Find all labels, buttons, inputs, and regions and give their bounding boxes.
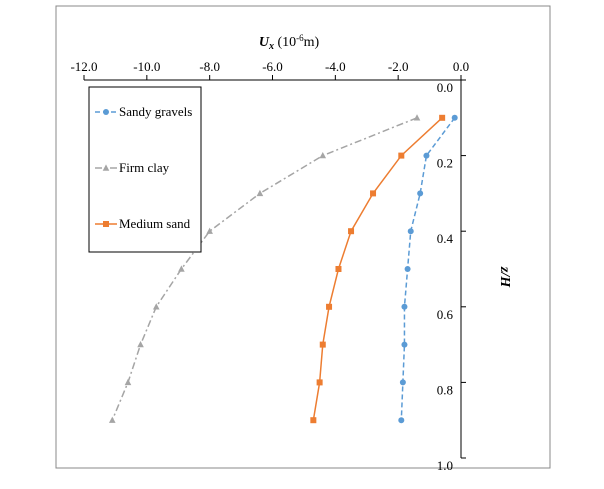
x-tick-label: -12.0: [70, 59, 97, 74]
data-point: [206, 227, 213, 234]
data-point: [401, 303, 408, 310]
data-point: [398, 152, 405, 159]
legend-swatch-marker: [103, 221, 109, 227]
x-axis-title-unit-end: m): [304, 35, 320, 50]
x-tick-label: -10.0: [133, 59, 160, 74]
data-point: [348, 228, 355, 235]
legend-label: Medium sand: [119, 216, 191, 231]
axes: -12.0 -10.0 -8.0 -6.0 -4.0 -2.0 0.00.0 0.2 0.4 0.…: [70, 59, 469, 473]
legend-swatch-marker: [103, 109, 109, 115]
data-point: [335, 266, 342, 272]
data-point: [370, 190, 377, 197]
y-tick-label: 1.0: [437, 458, 453, 473]
legend-swatch-marker: [102, 164, 110, 171]
x-axis-title-exponent: -6: [296, 33, 304, 43]
legend: Sandy gravels Firm clay Medium sand: [88, 86, 202, 253]
data-point: [256, 189, 264, 197]
data-point: [316, 379, 323, 386]
y-axis-title: z/H: [497, 266, 512, 288]
data-point: [319, 341, 326, 348]
data-point: [399, 379, 406, 386]
x-tick-label: 0.0: [453, 59, 469, 74]
x-axis-title-subscript: x: [268, 41, 274, 52]
series-sandy-gravels: [398, 114, 458, 424]
data-point: [108, 416, 116, 423]
series-line: [312, 117, 443, 421]
data-point: [439, 114, 446, 121]
data-point: [401, 341, 408, 348]
data-point: [178, 265, 185, 272]
data-point: [407, 228, 414, 235]
data-point: [152, 303, 160, 310]
data-point: [398, 417, 405, 424]
series-medium-sand: [310, 114, 446, 424]
data-point: [319, 152, 327, 159]
x-tick-label: -6.0: [262, 59, 283, 74]
y-tick-label: 0.8: [437, 382, 453, 397]
y-tick-label: 0.4: [437, 231, 454, 246]
x-tick-label: -8.0: [199, 59, 220, 74]
data-point: [451, 114, 458, 121]
data-point: [417, 190, 424, 197]
x-axis-title-symbol: U: [259, 35, 270, 50]
x-tick-label: -2.0: [388, 59, 409, 74]
data-point: [326, 303, 333, 310]
data-point: [124, 378, 132, 386]
x-axis-title: Ux (10-6m): [259, 33, 320, 52]
x-tick-label: -4.0: [325, 59, 346, 74]
legend-label: Firm clay: [119, 160, 170, 175]
y-tick-label: 0.6: [437, 307, 454, 322]
data-point: [137, 341, 144, 348]
series-line: [111, 117, 418, 421]
data-point: [404, 266, 411, 272]
y-tick-label: 0.2: [437, 156, 453, 171]
legend-label: Sandy gravels: [119, 104, 192, 119]
series-layer: [108, 114, 458, 424]
chart-frame: [55, 5, 551, 469]
y-tick-label: 0.0: [437, 80, 453, 95]
series-firm-clay: [108, 114, 421, 423]
data-point: [413, 114, 421, 121]
data-point: [423, 152, 430, 159]
x-axis-title-unit: (10: [274, 35, 296, 50]
data-point: [310, 417, 317, 424]
